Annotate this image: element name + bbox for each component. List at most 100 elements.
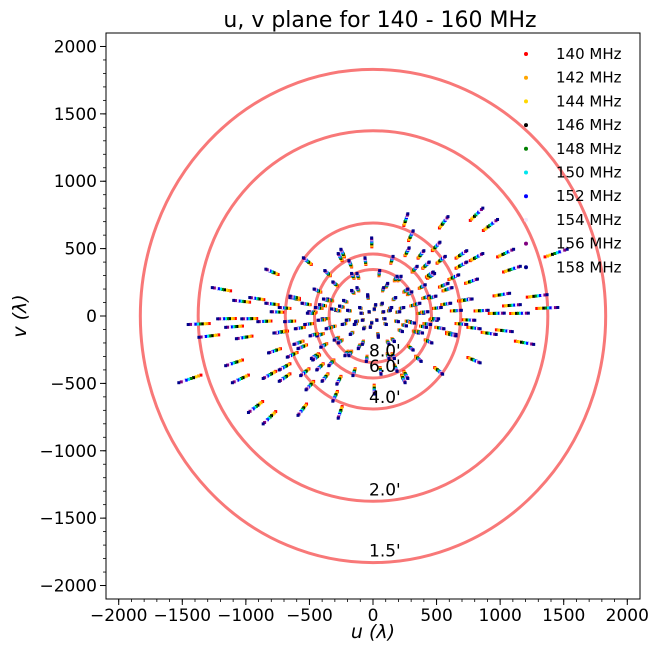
- uv-point: [232, 380, 236, 384]
- uv-point: [241, 299, 245, 303]
- x-tick-label: 0: [368, 606, 379, 626]
- uv-point: [240, 358, 244, 362]
- uv-point: [396, 320, 400, 324]
- uv-point: [431, 270, 435, 274]
- uv-point: [191, 322, 195, 326]
- uv-point: [233, 317, 237, 321]
- uv-point: [470, 297, 474, 301]
- uv-point: [546, 254, 550, 258]
- y-tick-label: −500: [50, 374, 97, 394]
- uv-point: [227, 317, 231, 321]
- uv-point: [394, 296, 398, 300]
- uv-point: [324, 327, 328, 331]
- uv-point: [277, 368, 281, 372]
- resolution-label: 6.0': [369, 357, 401, 377]
- uv-point: [449, 301, 453, 305]
- uv-point: [362, 327, 366, 331]
- uv-point: [241, 376, 245, 380]
- uv-point: [511, 303, 515, 307]
- uv-point: [239, 359, 243, 363]
- uv-point: [494, 294, 498, 298]
- uv-point: [376, 334, 380, 338]
- uv-point: [457, 273, 461, 277]
- uv-point: [478, 327, 482, 331]
- uv-point: [492, 220, 496, 224]
- x-tick-label: 1500: [542, 606, 585, 626]
- uv-point: [338, 304, 342, 308]
- uv-point: [233, 361, 237, 365]
- uv-point: [236, 378, 240, 382]
- uv-point: [530, 295, 534, 299]
- uv-point: [250, 334, 254, 338]
- uv-point: [283, 320, 287, 324]
- uv-point: [565, 247, 569, 251]
- uv-point: [515, 311, 519, 315]
- uv-point: [360, 318, 364, 322]
- uv-point: [560, 249, 564, 253]
- uv-point: [220, 287, 224, 291]
- uv-point: [492, 311, 496, 315]
- uv-point: [212, 286, 216, 290]
- uv-point: [563, 248, 567, 252]
- uv-point: [528, 342, 532, 346]
- uv-point: [404, 324, 408, 328]
- uv-point: [354, 320, 358, 324]
- uv-point: [250, 317, 254, 321]
- uv-point: [301, 256, 305, 260]
- uv-point: [238, 336, 242, 340]
- uv-point: [346, 308, 350, 312]
- uv-point: [199, 373, 203, 377]
- uv-point: [497, 293, 501, 297]
- uv-point: [539, 306, 543, 310]
- uv-point: [485, 226, 489, 230]
- uv-point: [299, 374, 303, 378]
- uv-point: [201, 335, 205, 339]
- uv-point: [336, 416, 340, 420]
- uv-point: [454, 334, 458, 338]
- uv-point: [267, 351, 271, 355]
- uv-point: [513, 303, 517, 307]
- uv-point: [535, 306, 539, 310]
- uv-point: [526, 341, 530, 345]
- uv-point: [315, 368, 319, 372]
- uv-point: [483, 227, 487, 231]
- uv-point: [331, 399, 335, 403]
- uv-point: [342, 298, 346, 302]
- uv-point: [532, 342, 536, 346]
- uv-point: [252, 296, 256, 300]
- uv-point: [186, 323, 190, 327]
- uv-point: [502, 311, 506, 315]
- uv-point: [238, 377, 241, 381]
- uv-point: [439, 305, 443, 309]
- uv-point: [179, 380, 183, 384]
- x-tick-label: −2000: [90, 606, 148, 626]
- uv-point: [243, 335, 247, 339]
- uv-point: [261, 422, 265, 426]
- resolution-label: 2.0': [369, 480, 401, 500]
- uv-point: [370, 236, 374, 240]
- uv-point: [317, 303, 321, 307]
- legend-marker: [524, 99, 528, 104]
- uv-point: [216, 317, 220, 321]
- uv-point: [558, 250, 562, 254]
- uv-point: [499, 253, 503, 257]
- uv-point: [507, 268, 511, 272]
- uv-point: [329, 307, 333, 311]
- uv-point: [205, 322, 209, 326]
- uv-point: [536, 294, 540, 298]
- uv-point: [494, 311, 498, 315]
- y-tick-label: −2000: [39, 577, 97, 597]
- legend-marker: [524, 241, 528, 246]
- uv-point: [351, 374, 355, 378]
- uv-point: [220, 317, 224, 321]
- uv-point: [382, 286, 386, 290]
- uv-point: [229, 289, 233, 293]
- legend-marker: [524, 52, 528, 56]
- uv-point: [327, 364, 331, 368]
- uv-point: [520, 311, 524, 315]
- uv-point: [387, 342, 391, 346]
- uv-point: [313, 305, 317, 309]
- uv-point: [368, 325, 372, 329]
- uv-point: [248, 317, 252, 321]
